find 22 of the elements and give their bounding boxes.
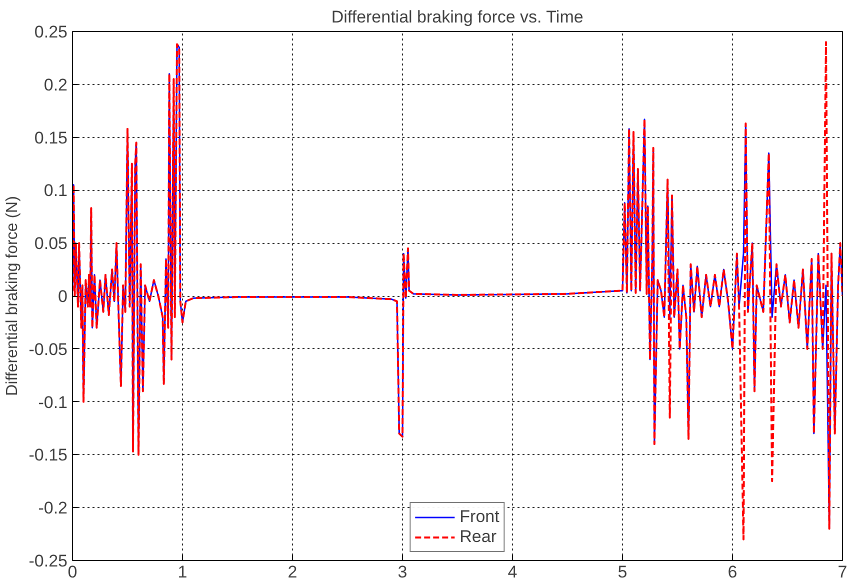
y-tick-label: 0.05	[34, 234, 68, 254]
legend-label: Rear	[460, 527, 497, 547]
y-tick-label: 0	[58, 287, 68, 306]
chart-title: Differential braking force vs. Time	[331, 8, 584, 26]
x-tick-label: 2	[288, 562, 298, 580]
y-tick-label: 0.1	[44, 181, 68, 200]
y-tick-label: -0.1	[38, 392, 68, 412]
y-tick-label: -0.2	[38, 498, 68, 518]
x-tick-label: 7	[838, 562, 848, 580]
y-tick-label: 0.25	[34, 22, 68, 42]
y-axis-title: Differential braking force (N)	[4, 196, 21, 396]
x-tick-label: 5	[618, 562, 628, 580]
x-tick-label: 1	[178, 562, 188, 580]
y-tick-label: -0.05	[28, 340, 68, 359]
y-tick-label: 0.15	[34, 128, 68, 148]
legend-label: Front	[460, 507, 500, 527]
y-tick-label: -0.15	[28, 446, 68, 465]
y-tick-label: 0.2	[44, 75, 68, 94]
x-tick-label: 6	[728, 562, 738, 580]
x-tick-label: 4	[508, 562, 518, 580]
x-tick-label: 3	[398, 562, 408, 580]
y-tick-label: -0.25	[28, 552, 68, 570]
